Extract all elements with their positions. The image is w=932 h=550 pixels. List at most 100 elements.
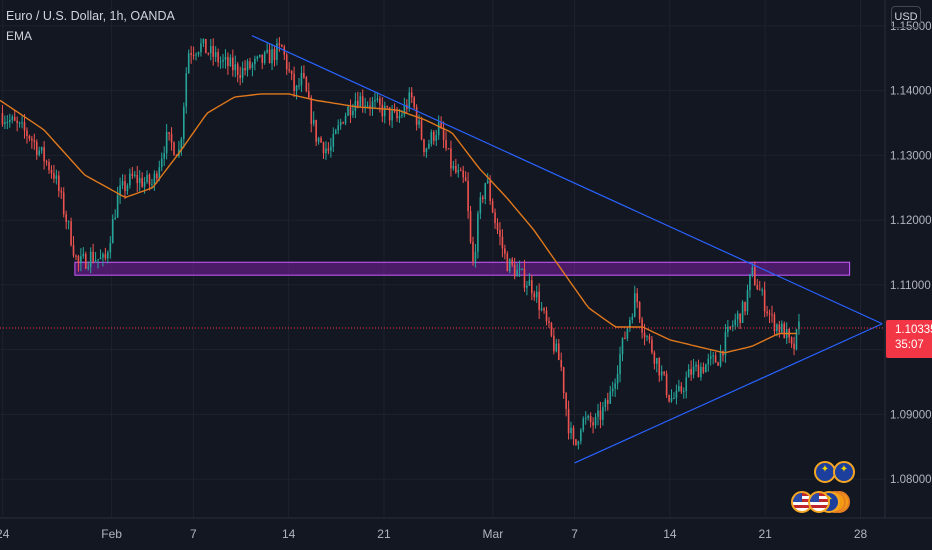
time-axis[interactable]: 24 Feb 7 14 21 Mar 7 14 21 28 <box>0 517 932 550</box>
candle-body <box>386 105 389 108</box>
candle-body <box>219 61 222 63</box>
candle-body <box>102 254 104 258</box>
indicator-ema-label[interactable]: EMA <box>6 29 33 43</box>
time-tick-label: 21 <box>377 527 391 541</box>
candle-body <box>709 356 712 359</box>
candle-body <box>312 119 315 124</box>
candle-body <box>712 355 714 357</box>
candle-body <box>33 140 36 142</box>
candle-body <box>148 174 151 185</box>
candle-body <box>705 364 707 373</box>
candle-body <box>339 122 342 126</box>
us-flag-icon[interactable] <box>808 491 830 513</box>
price-tick-label: 1.12000 <box>890 215 932 227</box>
candle-body <box>415 107 418 125</box>
price-tick-label: 1.11000 <box>890 280 931 292</box>
candle-body <box>462 170 464 178</box>
price-axis[interactable]: 1.150001.140001.130001.120001.110001.100… <box>884 0 932 550</box>
candle-body <box>43 147 45 162</box>
candle-body <box>783 323 786 339</box>
time-tick-label: 21 <box>759 527 773 541</box>
candle-body <box>124 181 126 192</box>
resistance-trendline[interactable] <box>251 35 883 325</box>
candle-body <box>477 213 479 252</box>
candle-body <box>731 325 734 327</box>
candle-body <box>744 301 746 312</box>
candle-body <box>756 285 759 290</box>
candle-body <box>651 339 653 353</box>
candle-body <box>190 53 192 55</box>
candle-body <box>334 130 337 134</box>
candle-body <box>670 398 673 402</box>
candle-body <box>545 310 548 322</box>
candle-body <box>413 97 415 108</box>
candle-body <box>504 248 506 254</box>
candle-body <box>254 58 256 65</box>
candle-body <box>717 362 719 366</box>
candle-body <box>739 313 741 323</box>
candle-body <box>114 217 116 219</box>
candle-body <box>474 251 477 262</box>
candle-body <box>435 135 438 141</box>
candle-body <box>440 122 442 129</box>
chart-legend: Euro / U.S. Dollar, 1h, OANDA EMA <box>6 6 175 46</box>
candle-body <box>577 441 580 445</box>
candle-body <box>393 110 396 112</box>
candle-body <box>290 70 293 74</box>
candle-body <box>638 302 641 320</box>
currency-button[interactable]: USD <box>891 6 921 28</box>
candle-body <box>239 74 241 79</box>
price-tick-label: 1.15000 <box>890 21 932 33</box>
candle-body <box>234 64 237 71</box>
candle-body <box>648 336 651 340</box>
candle-body <box>212 46 215 57</box>
candle-body <box>151 183 153 185</box>
candle-body <box>535 291 538 298</box>
candle-body <box>553 335 555 352</box>
candle-body <box>153 173 156 184</box>
candle-body <box>538 291 540 310</box>
time-tick-label: 7 <box>190 527 197 541</box>
candle-body <box>23 122 26 131</box>
time-tick-label: 14 <box>282 527 296 541</box>
candle-body <box>663 371 665 374</box>
candle-body <box>354 100 357 111</box>
candle-body <box>587 415 589 418</box>
candle-body <box>97 259 99 261</box>
candle-body <box>359 96 362 107</box>
candle-body <box>21 122 23 124</box>
candle-body <box>680 386 683 392</box>
candle-body <box>99 257 102 260</box>
candle-body <box>344 115 347 124</box>
candle-body <box>195 54 197 56</box>
candle-body <box>714 355 717 363</box>
candle-body <box>508 259 511 272</box>
candle-body <box>227 56 229 67</box>
candle-body <box>288 69 290 71</box>
candle-body <box>11 116 14 120</box>
candle-body <box>685 377 688 392</box>
candle-body <box>482 197 484 200</box>
candle-body <box>232 57 234 71</box>
candle-body <box>516 270 518 277</box>
candle-body <box>758 289 761 291</box>
price-tick-label: 1.14000 <box>890 86 932 98</box>
candle-body <box>494 212 496 224</box>
candle-body <box>28 136 31 139</box>
candle-body <box>236 64 239 75</box>
support-trendline[interactable] <box>574 323 883 464</box>
symbol-title[interactable]: Euro / U.S. Dollar, 1h, OANDA <box>6 9 175 23</box>
candle-body <box>224 56 227 60</box>
candle-body <box>631 316 634 320</box>
candle-body <box>531 280 533 294</box>
candle-body <box>609 391 612 404</box>
candle-body <box>543 308 545 311</box>
eu-flag-icon[interactable] <box>833 461 855 483</box>
candle-body <box>160 158 163 168</box>
candle-body <box>489 180 491 202</box>
candle-body <box>594 416 597 426</box>
candle-body <box>263 52 266 63</box>
candle-body <box>660 371 663 376</box>
candle-body <box>636 293 638 303</box>
